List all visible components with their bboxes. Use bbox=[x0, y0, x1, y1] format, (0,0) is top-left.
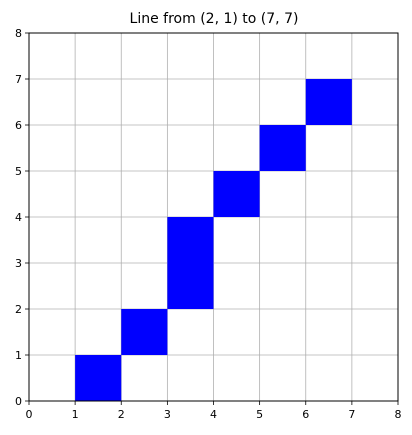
x-tick-label: 0 bbox=[26, 408, 33, 421]
y-tick-label: 8 bbox=[15, 27, 22, 40]
axis-ticks: 0 1 2 3 4 5 6 7 8 0 1 2 3 4 5 6 7 8 bbox=[15, 27, 402, 421]
x-tick-label: 2 bbox=[118, 408, 125, 421]
chart-title: Line from (2, 1) to (7, 7) bbox=[130, 11, 299, 27]
y-tick-label: 7 bbox=[15, 73, 22, 86]
y-tick-label: 3 bbox=[15, 257, 22, 270]
y-tick-label: 2 bbox=[15, 303, 22, 316]
filled-cell bbox=[167, 217, 214, 263]
x-tick-label: 3 bbox=[164, 408, 171, 421]
y-tick-label: 0 bbox=[15, 395, 22, 408]
x-tick-label: 1 bbox=[72, 408, 79, 421]
y-tick-label: 5 bbox=[15, 165, 22, 178]
y-tick-label: 1 bbox=[15, 349, 22, 362]
filled-cell bbox=[213, 171, 260, 217]
filled-cell bbox=[259, 125, 306, 171]
filled-cell bbox=[305, 79, 352, 125]
x-tick-label: 8 bbox=[395, 408, 402, 421]
filled-cell bbox=[167, 263, 214, 309]
y-tick-label: 6 bbox=[15, 119, 22, 132]
x-tick-label: 5 bbox=[256, 408, 263, 421]
x-tick-label: 7 bbox=[348, 408, 355, 421]
y-tick-label: 4 bbox=[15, 211, 22, 224]
filled-cell bbox=[75, 355, 122, 401]
x-tick-label: 6 bbox=[302, 408, 309, 421]
filled-cell bbox=[121, 309, 168, 355]
filled-cells bbox=[75, 79, 352, 401]
x-tick-label: 4 bbox=[210, 408, 217, 421]
